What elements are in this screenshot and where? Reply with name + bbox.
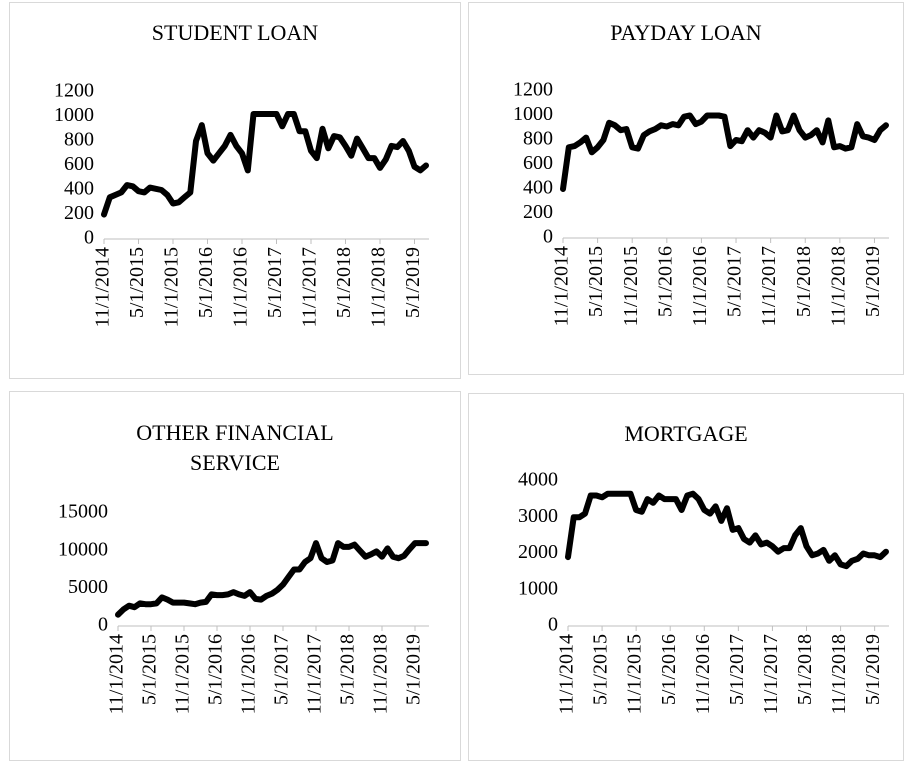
y-tick-label: 0 <box>548 614 558 636</box>
x-tick-label: 11/1/2018 <box>827 246 849 326</box>
x-tick-label: 5/1/2018 <box>337 634 359 705</box>
x-tick-label: 11/1/2015 <box>624 634 646 714</box>
y-tick-label: 200 <box>64 202 94 224</box>
x-tick-label: 5/1/2017 <box>264 247 286 318</box>
chart-panel: 0 5000 10000 15000 11/1/2014 5/1/2015 11/1/201… <box>9 391 461 761</box>
x-tick-label: 11/1/2018 <box>828 634 850 714</box>
x-tick-label: 11/1/2015 <box>172 634 194 714</box>
x-tick-label: 5/1/2015 <box>139 634 161 705</box>
y-tick-label: 1000 <box>54 104 94 126</box>
x-tick-label: 5/1/2017 <box>726 634 748 705</box>
x-tick-label: 11/1/2015 <box>161 247 183 327</box>
chart-title: PAYDAY LOAN <box>610 20 762 45</box>
x-tick-label: 11/1/2016 <box>238 634 260 714</box>
x-tick-label: 5/1/2018 <box>793 246 815 317</box>
x-tick-label: 5/1/2017 <box>271 634 293 705</box>
x-tick-label: 5/1/2019 <box>862 634 884 705</box>
x-tick-label: 5/1/2015 <box>590 634 612 705</box>
x-tick-label: 11/1/2018 <box>368 247 390 327</box>
y-tick-label: 4000 <box>518 469 558 491</box>
data-line <box>560 112 889 192</box>
x-tick-label: 5/1/2016 <box>195 247 217 318</box>
chart-panel: 0 200 400 600 800 1000 1200 11/1/2014 5/1/2015 11… <box>9 2 461 379</box>
x-tick-label: 11/1/2017 <box>299 247 321 327</box>
y-tick-label: 3000 <box>518 505 558 527</box>
x-tick-label: 11/1/2014 <box>551 246 573 326</box>
y-tick-label: 400 <box>523 177 553 199</box>
x-tick-label: 5/1/2017 <box>724 246 746 317</box>
data-line <box>101 111 429 218</box>
x-tick-label: 11/1/2017 <box>760 634 782 714</box>
x-tick-label: 11/1/2016 <box>230 247 252 327</box>
y-tick-label: 1000 <box>513 103 553 125</box>
chart-panel: 0 1000 2000 3000 4000 11/1/2014 5/1/2015 11/1/2… <box>468 393 904 761</box>
data-line <box>565 490 889 570</box>
chart-title: STUDENT LOAN <box>151 20 319 45</box>
y-tick-label: 800 <box>64 129 94 151</box>
chart-title: OTHER FINANCIAL SERVICE <box>136 420 334 475</box>
y-tick-label: 1200 <box>513 79 553 101</box>
y-tick-label: 0 <box>543 226 553 248</box>
y-tick-label: 15000 <box>58 501 108 523</box>
x-tick-label: 5/1/2019 <box>862 246 884 317</box>
x-tick-label: 5/1/2019 <box>403 634 425 705</box>
x-tick-label: 11/1/2014 <box>106 634 128 714</box>
x-tick-label: 5/1/2016 <box>205 634 227 705</box>
x-tick-label: 5/1/2018 <box>333 247 355 318</box>
x-tick-label: 11/1/2017 <box>304 634 326 714</box>
y-tick-label: 5000 <box>68 576 108 598</box>
x-tick-label: 11/1/2014 <box>556 634 578 714</box>
x-tick-label: 5/1/2018 <box>794 634 816 705</box>
y-tick-label: 800 <box>523 128 553 150</box>
x-tick-label: 11/1/2018 <box>370 634 392 714</box>
x-tick-label: 5/1/2016 <box>658 634 680 705</box>
chart-panel: 0 200 400 600 800 1000 1200 11/1/2014 5/1/2015 11… <box>468 2 904 375</box>
y-tick-label: 1000 <box>518 577 558 599</box>
y-tick-label: 600 <box>523 152 553 174</box>
chart-title: MORTGAGE <box>624 421 748 446</box>
y-tick-label: 10000 <box>58 538 108 560</box>
y-tick-label: 600 <box>64 153 94 175</box>
y-tick-label: 0 <box>98 614 108 636</box>
y-tick-label: 400 <box>64 178 94 200</box>
x-tick-label: 5/1/2019 <box>402 247 424 318</box>
x-tick-label: 5/1/2015 <box>585 246 607 317</box>
x-tick-label: 11/1/2014 <box>92 247 114 327</box>
y-tick-label: 200 <box>523 201 553 223</box>
chart: 0 5000 10000 15000 11/1/2014 5/1/2015 11/1/201… <box>58 501 429 714</box>
x-tick-label: 11/1/2016 <box>689 246 711 326</box>
y-tick-label: 1200 <box>54 80 94 102</box>
y-tick-label: 2000 <box>518 541 558 563</box>
x-tick-label: 11/1/2017 <box>758 246 780 326</box>
x-tick-label: 5/1/2016 <box>654 246 676 317</box>
data-line <box>115 540 429 618</box>
y-tick-label: 0 <box>84 227 94 249</box>
x-tick-label: 11/1/2015 <box>620 246 642 326</box>
x-tick-label: 11/1/2016 <box>692 634 714 714</box>
chart: 0 1000 2000 3000 4000 11/1/2014 5/1/2015 11/1/2… <box>518 469 889 714</box>
x-tick-label: 5/1/2015 <box>126 247 148 318</box>
